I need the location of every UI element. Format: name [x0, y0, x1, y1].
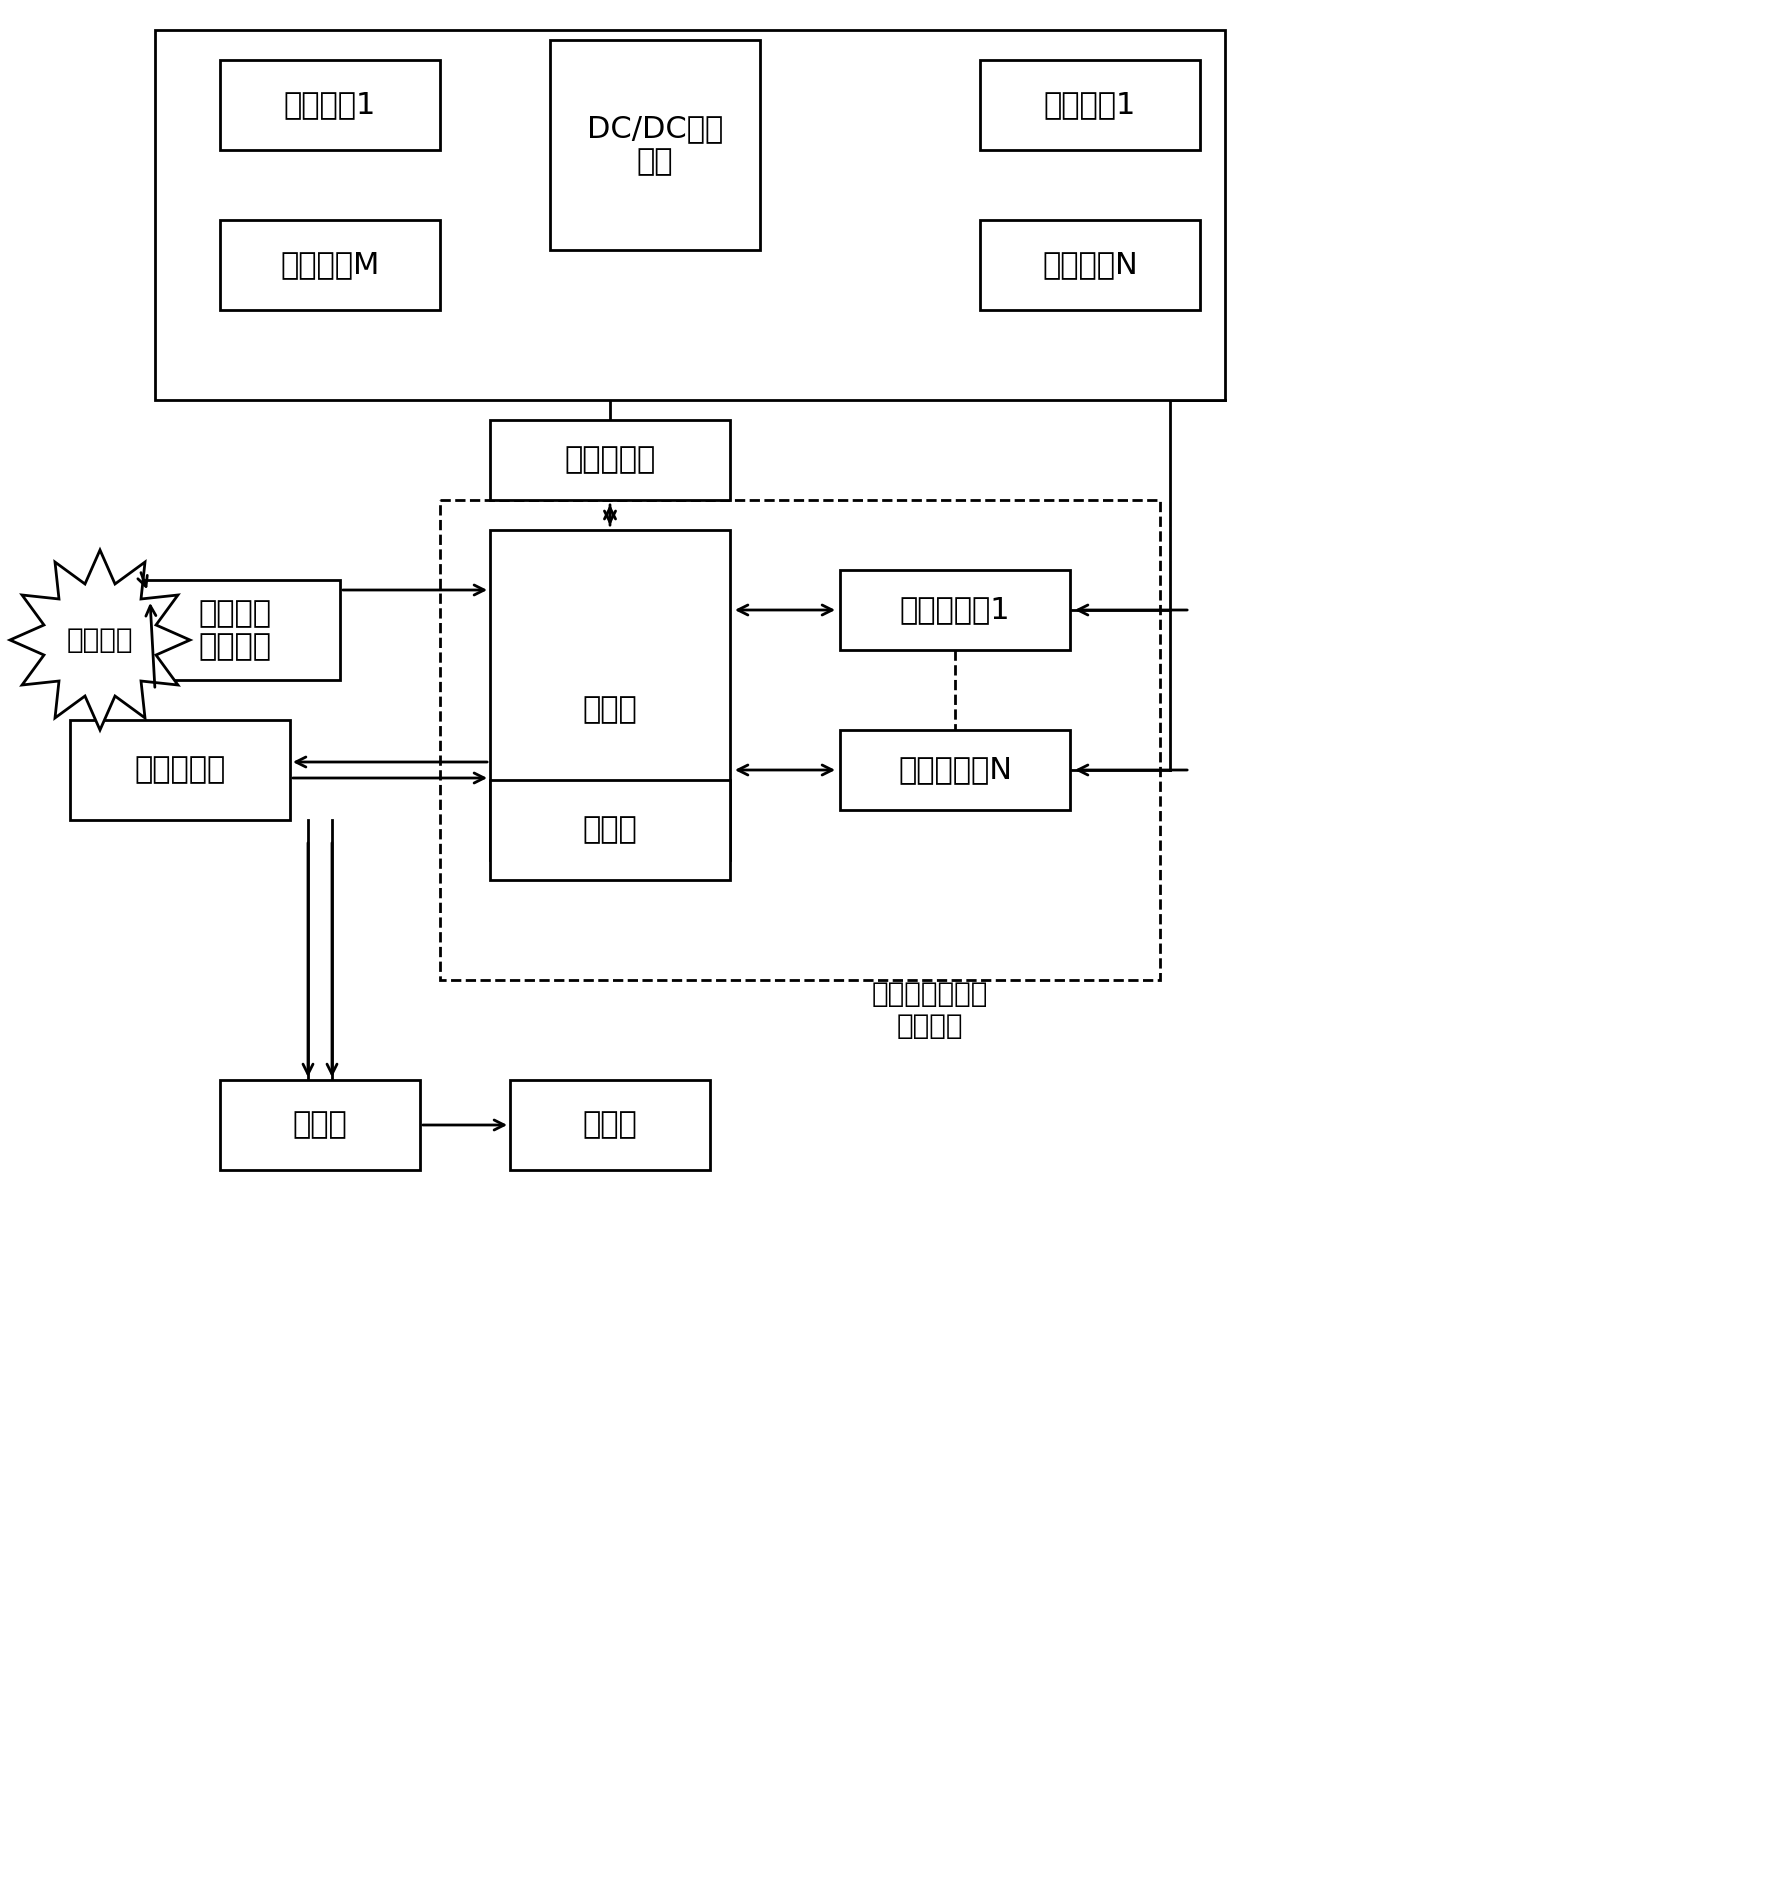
Bar	[220, 61, 439, 150]
Text: 控制器接口: 控制器接口	[563, 445, 656, 474]
Text: 辐射单元: 辐射单元	[67, 626, 133, 654]
Text: 程控电源1: 程控电源1	[284, 91, 376, 120]
Text: 示波器: 示波器	[583, 1111, 638, 1139]
Text: DC/DC电源
模块: DC/DC电源 模块	[587, 114, 723, 177]
Bar	[491, 420, 730, 500]
Bar	[220, 1080, 420, 1170]
Bar	[220, 221, 439, 310]
Text: 多通道采集存储
控制单元: 多通道采集存储 控制单元	[872, 980, 989, 1040]
Text: 程控负载1: 程控负载1	[1044, 91, 1136, 120]
Bar	[840, 571, 1070, 650]
Bar	[491, 531, 730, 860]
Text: 控制器: 控制器	[583, 696, 638, 725]
Bar	[129, 580, 340, 681]
Polygon shape	[11, 550, 190, 730]
Text: 数据采集卡1: 数据采集卡1	[900, 595, 1010, 624]
Bar	[491, 780, 730, 881]
Bar	[840, 730, 1070, 810]
Bar	[439, 500, 1161, 980]
Bar	[980, 221, 1200, 310]
Bar	[510, 1080, 711, 1170]
Text: 程控负载N: 程控负载N	[1042, 251, 1138, 280]
Bar	[71, 721, 291, 820]
Bar	[549, 40, 760, 249]
Bar	[980, 61, 1200, 150]
Text: 数据采集卡N: 数据采集卡N	[898, 755, 1012, 784]
Text: 存储器: 存储器	[583, 816, 638, 844]
Bar	[154, 30, 1224, 399]
Text: 路由器: 路由器	[292, 1111, 347, 1139]
Text: 远程计算机: 远程计算机	[135, 755, 225, 784]
Text: 程控电源M: 程控电源M	[280, 251, 379, 280]
Text: 同步信号
收发单元: 同步信号 收发单元	[198, 599, 271, 662]
